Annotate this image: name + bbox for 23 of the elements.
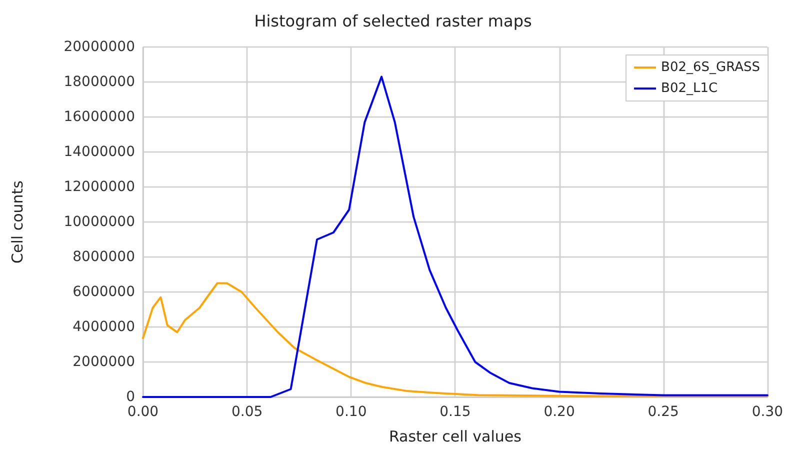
- y-tick-label: 12000000: [64, 179, 135, 195]
- x-axis-title: Raster cell values: [388, 428, 522, 446]
- y-tick-label: 16000000: [64, 109, 135, 125]
- y-tick-label: 2000000: [72, 354, 135, 370]
- y-tick-label: 8000000: [72, 249, 135, 265]
- x-tick-label: 0.05: [231, 404, 263, 420]
- y-tick-label: 10000000: [64, 214, 135, 230]
- x-tick-label: 0.15: [440, 404, 471, 420]
- legend-label: B02_L1C: [661, 81, 718, 96]
- y-tick-label: 6000000: [72, 284, 135, 300]
- y-tick-label: 18000000: [64, 74, 135, 90]
- chart-title: Histogram of selected raster maps: [254, 12, 532, 30]
- y-tick-label: 20000000: [64, 39, 135, 55]
- y-tick-label: 0: [126, 389, 135, 405]
- y-tick-label: 4000000: [72, 319, 135, 335]
- x-tick-label: 0.20: [544, 404, 575, 420]
- legend-label: B02_6S_GRASS: [661, 60, 760, 75]
- y-axis-title: Cell counts: [8, 180, 26, 264]
- x-tick-label: 0.25: [648, 404, 679, 420]
- y-tick-label: 14000000: [64, 144, 135, 160]
- x-tick-label: 0.30: [752, 404, 783, 420]
- x-tick-label: 0.00: [127, 404, 159, 420]
- x-tick-label: 0.10: [336, 404, 367, 420]
